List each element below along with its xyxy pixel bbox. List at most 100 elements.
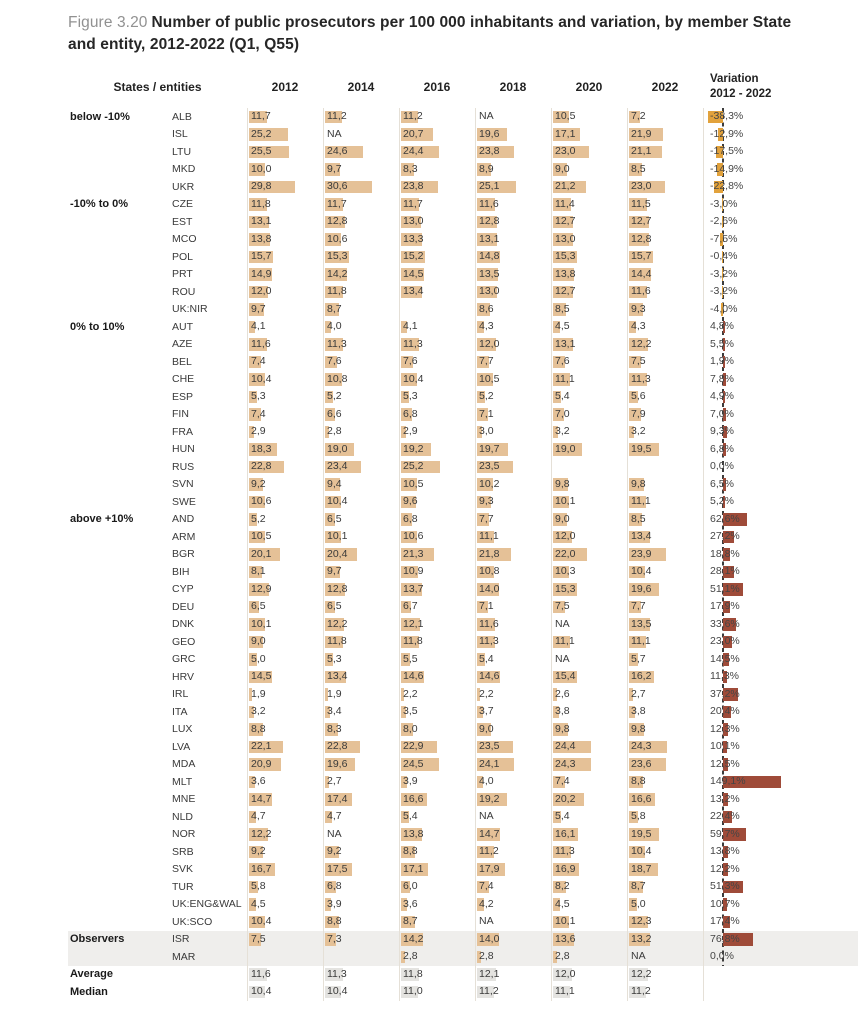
value-cell-2018: 5,2 bbox=[475, 388, 551, 406]
value-cell-2020: 7,0 bbox=[551, 405, 627, 423]
value-bar bbox=[553, 478, 569, 491]
value-text: 13,2 bbox=[631, 932, 652, 945]
value-cell-2022: 11,2 bbox=[627, 983, 703, 1001]
state-code: IRL bbox=[172, 688, 189, 701]
table-row: FRA 2,9 2,8 2,9 3,0 3,2 3,2 9,3% bbox=[68, 423, 858, 441]
value-bar bbox=[325, 810, 333, 823]
value-cell-2014: 13,4 bbox=[323, 668, 399, 686]
value-cell-2014: 12,8 bbox=[323, 580, 399, 598]
variation-text: 18,8% bbox=[710, 547, 740, 560]
value-cell-2018: 12,8 bbox=[475, 213, 551, 231]
variation-cell bbox=[703, 983, 858, 1001]
value-cell-2012: 3,6 bbox=[247, 773, 323, 791]
state-code: FIN bbox=[172, 408, 189, 421]
value-bar bbox=[401, 355, 413, 368]
value-text: 22,0 bbox=[555, 547, 576, 560]
value-text: 13,6 bbox=[555, 932, 576, 945]
value-bar bbox=[629, 653, 638, 666]
value-cell-2012: 10,1 bbox=[247, 615, 323, 633]
variation-bar bbox=[723, 548, 731, 561]
value-cell-2016: 13,8 bbox=[399, 825, 475, 843]
value-cell-2020: 15,3 bbox=[551, 580, 627, 598]
value-bar bbox=[325, 915, 339, 928]
value-cell-2018: 2,8 bbox=[475, 948, 551, 966]
variation-cell: 18,8% bbox=[703, 545, 858, 563]
value-text: 8,3 bbox=[327, 722, 342, 735]
table-row: LVA 22,1 22,8 22,9 23,5 24,4 24,3 10,1% bbox=[68, 738, 858, 756]
value-text: 9,3 bbox=[631, 302, 646, 315]
value-text: 8,1 bbox=[251, 565, 266, 577]
value-bar bbox=[629, 338, 648, 351]
value-cell-2018: 19,6 bbox=[475, 125, 551, 143]
variation-cell: 12,2% bbox=[703, 860, 858, 878]
value-text: 11,6 bbox=[479, 197, 499, 210]
value-bar bbox=[553, 110, 570, 123]
value-cell-2016: 14,5 bbox=[399, 265, 475, 283]
value-bar bbox=[249, 373, 266, 386]
variation-text: 28,1% bbox=[710, 565, 740, 577]
variation-cell: 51,1% bbox=[703, 580, 858, 598]
value-bar bbox=[477, 128, 508, 141]
variation-text: 11,3% bbox=[710, 670, 739, 682]
value-bar bbox=[629, 303, 644, 316]
variation-cell: 51,3% bbox=[703, 878, 858, 896]
value-bar bbox=[249, 478, 264, 491]
variation-text: -3,2% bbox=[710, 285, 738, 297]
value-bar bbox=[477, 880, 489, 893]
value-bar bbox=[477, 303, 491, 316]
value-text: 14,0 bbox=[479, 582, 500, 595]
value-text: 6,8 bbox=[403, 512, 418, 525]
value-text: 11,1 bbox=[555, 985, 575, 997]
value-text: 4,7 bbox=[251, 810, 266, 822]
value-bar bbox=[629, 180, 665, 193]
value-text: 14,5 bbox=[403, 267, 424, 280]
value-cell-2022: 15,7 bbox=[627, 248, 703, 266]
value-text: 11,6 bbox=[631, 285, 651, 297]
value-cell-2012: 1,9 bbox=[247, 685, 323, 703]
value-cell-2018: 21,8 bbox=[475, 545, 551, 563]
value-text: 17,1 bbox=[555, 127, 576, 140]
value-cell-2018: NA bbox=[475, 808, 551, 826]
value-bar bbox=[249, 583, 269, 596]
value-cell-2018: 12,0 bbox=[475, 335, 551, 353]
value-cell-2014 bbox=[323, 948, 399, 966]
value-text: 8,7 bbox=[327, 302, 342, 315]
variation-text: 12,3% bbox=[710, 722, 740, 735]
value-text: 11,6 bbox=[251, 337, 271, 350]
variation-text: 37,2% bbox=[710, 687, 740, 700]
value-text: 12,2 bbox=[327, 617, 348, 630]
value-text: 11,8 bbox=[327, 285, 347, 297]
value-bar bbox=[477, 670, 500, 683]
value-bar bbox=[325, 478, 340, 491]
value-cell-2022: 5,6 bbox=[627, 388, 703, 406]
value-bar bbox=[249, 653, 257, 666]
value-cell-2012: 7,4 bbox=[247, 353, 323, 371]
figure-title: Figure 3.20 Number of public prosecutors … bbox=[68, 12, 816, 55]
state-code: ARM bbox=[172, 530, 196, 543]
variation-cell: 1,9% bbox=[703, 353, 858, 371]
value-text: 11,7 bbox=[251, 110, 271, 122]
value-cell-2014: 17,4 bbox=[323, 790, 399, 808]
group-label: Observers bbox=[70, 933, 125, 946]
table-row: MDA 20,9 19,6 24,5 24,1 24,3 23,6 12,5% bbox=[68, 755, 858, 773]
variation-cell bbox=[703, 965, 858, 983]
variation-text: 10,1% bbox=[710, 740, 740, 752]
value-bar bbox=[553, 933, 575, 946]
state-code: ITA bbox=[172, 705, 188, 718]
value-cell-2018: 13,0 bbox=[475, 283, 551, 301]
value-cell-2012: 10,4 bbox=[247, 983, 323, 1001]
value-bar bbox=[249, 285, 268, 298]
value-cell-2016: 10,5 bbox=[399, 475, 475, 493]
value-cell-2016: 6,8 bbox=[399, 405, 475, 423]
value-text: 17,5 bbox=[327, 862, 348, 875]
value-cell-2016: 13,7 bbox=[399, 580, 475, 598]
value-bar bbox=[629, 758, 666, 771]
value-text: 19,6 bbox=[479, 127, 500, 140]
value-cell-2014: 2,8 bbox=[323, 423, 399, 441]
value-bar bbox=[553, 513, 567, 526]
group-label: -10% to 0% bbox=[70, 198, 129, 211]
variation-cell: 37,2% bbox=[703, 685, 858, 703]
value-bar bbox=[325, 303, 339, 316]
value-cell-2014: 9,7 bbox=[323, 160, 399, 178]
variation-text: 12,5% bbox=[710, 757, 740, 770]
